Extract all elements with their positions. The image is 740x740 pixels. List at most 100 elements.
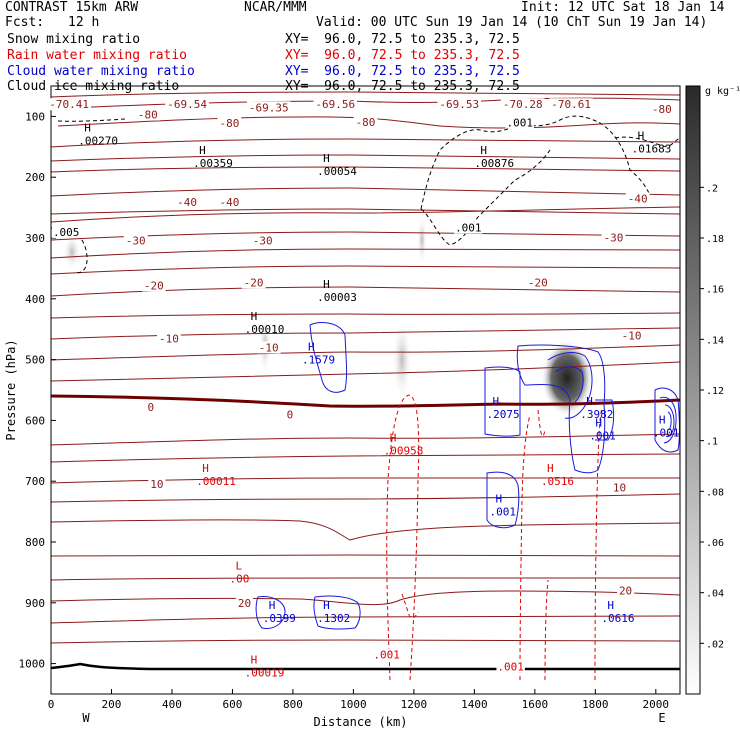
isotherm-label: -69.53 (439, 98, 479, 111)
isotherm-label-bg (241, 276, 266, 289)
isotherm-line (51, 248, 680, 259)
isotherm-line (51, 327, 680, 340)
isotherm-line (51, 166, 680, 173)
contour-label-bg (505, 116, 534, 129)
isotherm-label: 20 (619, 585, 632, 598)
ice-contour (57, 118, 126, 122)
isotherm-label-bg (135, 108, 160, 121)
extremum-marker: H (251, 310, 258, 323)
extremum-marker: H (496, 493, 503, 506)
extremum-marker: H (586, 395, 593, 408)
extremum-value: .001 (653, 426, 680, 439)
field-name-cloudwater: Cloud water mixing ratio (7, 64, 195, 79)
extremum-value: .00019 (245, 667, 285, 680)
rain-contours (386, 394, 603, 681)
colorbar-ramp (685, 85, 701, 695)
extremum-marker: H (323, 599, 330, 612)
extremum-marker: H (199, 144, 206, 157)
axes: 0 200 400 600 800 1000 1200 1400 1600 1800 2000100… (4, 110, 669, 729)
isotherm-label: -30 (253, 234, 273, 247)
cloud-water-contours (255, 322, 680, 630)
isotherm-label-bg (619, 329, 644, 342)
x-tick-label: 2000 (643, 698, 670, 711)
isotherm-label: -80 (356, 116, 376, 129)
isotherm-label: -80 (652, 103, 672, 116)
colorbar-tick-label: .04 (706, 589, 724, 600)
ice-contour (614, 136, 680, 147)
extremum-marker: H (84, 122, 91, 135)
isotherm-label-bg (284, 408, 296, 421)
isotherm-line (51, 208, 680, 215)
isotherm-label-bg (525, 276, 550, 289)
cloud-contour (484, 366, 521, 437)
isotherm-zero (51, 394, 680, 408)
isotherm-label: 0 (147, 401, 154, 414)
extremum-marker: H (547, 462, 554, 475)
colorbar-tick-label: .02 (706, 639, 724, 650)
valid-time: Valid: 00 UTC Sun 19 Jan 14 (10 ChT Sun … (316, 15, 708, 30)
isotherm-label: -40 (177, 196, 197, 209)
colorbar-tick-label: .08 (706, 487, 724, 498)
isotherm-line (51, 493, 680, 503)
isotherm-label: -69.56 (315, 98, 355, 111)
isotherm-line (51, 344, 680, 361)
extremum-value: .00054 (317, 165, 357, 178)
fcst-label: Fcst: (5, 15, 45, 30)
field-name-snow: Snow mixing ratio (7, 32, 141, 47)
colorbar-tick-label: .12 (706, 386, 724, 397)
isotherm-label-bg (235, 596, 254, 609)
extremum-marker: H (638, 130, 645, 143)
y-tick-label: 600 (25, 414, 45, 427)
extremum-value: .3982 (580, 408, 613, 421)
colorbar-tick-label: .1 (706, 437, 718, 448)
isotherm-line (51, 477, 680, 484)
extremum-value: .00003 (317, 291, 357, 304)
isotherm-label: -30 (604, 231, 624, 244)
isotherm-line (51, 206, 680, 223)
extremum-marker: H (323, 152, 330, 165)
snow-blob (63, 234, 81, 270)
extremum-marker: H (323, 278, 330, 291)
cloud-contour (595, 399, 615, 441)
cloud-contour (255, 596, 286, 629)
isotherm-line (51, 577, 680, 581)
extremum-value: .00958 (384, 445, 424, 458)
x-axis-label: Distance (km) (314, 715, 408, 729)
isotherm-line (51, 187, 680, 197)
extremum-value: .0616 (601, 612, 634, 625)
center-title: NCAR/MMM (244, 0, 307, 15)
colorbar-tick-label: .2 (706, 183, 718, 194)
x-end-label-east: E (658, 711, 665, 725)
rain-contour (537, 409, 546, 437)
extremum-value: .00010 (245, 323, 285, 336)
isotherm-label: -30 (126, 234, 146, 247)
temperature-contours (51, 91, 680, 644)
x-tick-label: 1600 (522, 698, 549, 711)
rain-contour (544, 579, 549, 681)
contour-label-bg (52, 225, 81, 238)
isotherm-label: 10 (150, 478, 163, 491)
y-tick-label: 100 (25, 110, 45, 123)
rain-contour (401, 593, 419, 619)
contour-label-bg (372, 648, 401, 661)
fcst-value: 12 h (68, 15, 100, 30)
isotherm-label-bg (610, 481, 629, 494)
isotherm-line (51, 590, 680, 606)
plot-frame (50, 85, 681, 695)
isotherm-label: -10 (159, 332, 179, 345)
extremum-marker: H (251, 654, 258, 667)
isotherm-label-bg (549, 98, 593, 111)
isotherm-label: -10 (622, 329, 642, 342)
colorbar-tick-label: .18 (706, 234, 724, 245)
isotherm-label-bg (145, 401, 157, 414)
isotherm-label-bg (47, 98, 91, 111)
x-tick-label: 1200 (401, 698, 428, 711)
x-tick-label: 1800 (582, 698, 609, 711)
isotherm-line (57, 116, 680, 129)
x-tick-label: 600 (223, 698, 243, 711)
isotherm-label: -20 (144, 279, 164, 292)
cloud-contour (516, 344, 606, 474)
isotherm-line (51, 154, 680, 162)
y-tick-label: 300 (25, 232, 45, 245)
extremum-marker: L (235, 559, 242, 572)
